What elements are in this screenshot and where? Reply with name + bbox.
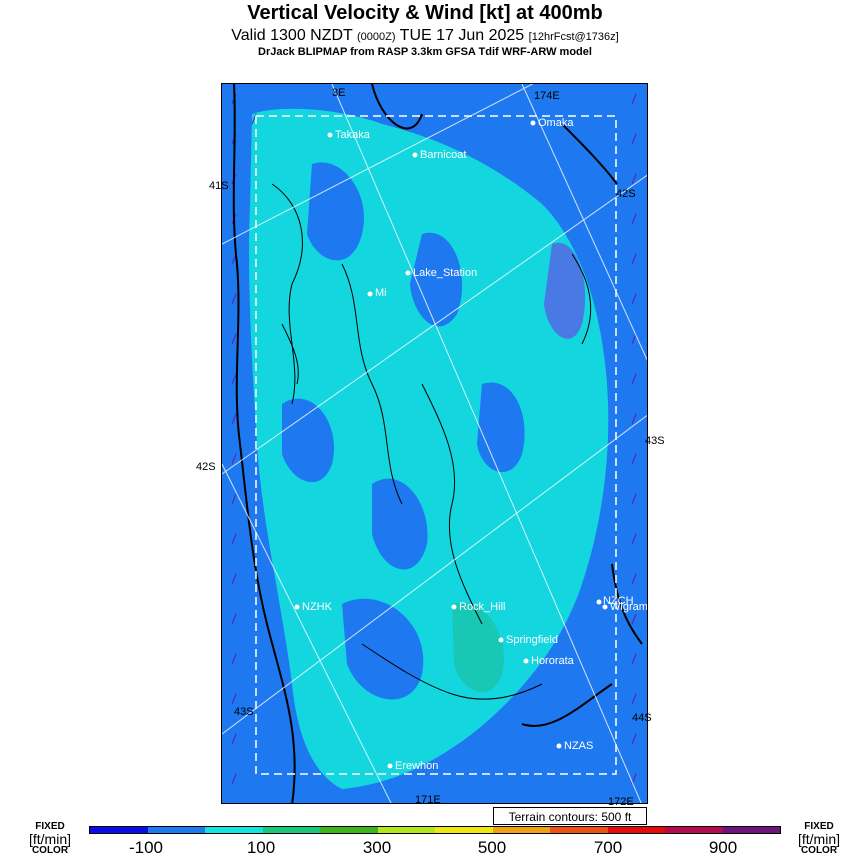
colorbar-segment <box>90 827 148 833</box>
blotch <box>372 478 428 570</box>
lon-label: 172E <box>608 796 634 808</box>
colorbar-tick: -100 <box>128 838 164 857</box>
fixed-label-left: FIXED [ft/min] COLOR <box>10 822 90 856</box>
color-text: COLOR <box>31 845 69 856</box>
terrain-contour-note: Terrain contours: 500 ft <box>493 807 647 825</box>
place-label: Hororata <box>531 655 574 667</box>
coastline <box>232 84 643 803</box>
colorbar-segment <box>205 827 263 833</box>
place-label: Erewhon <box>395 760 439 772</box>
blotch <box>410 232 463 327</box>
place-label: NZCH <box>603 595 634 607</box>
place-label: Lake_Station <box>413 267 478 279</box>
place-label: Takaka <box>335 129 370 141</box>
colorbar-tick: 700 <box>593 838 623 857</box>
colorbar-tick: 900 <box>708 838 738 857</box>
lon-label: 174E <box>534 90 560 102</box>
fixed-text: FIXED <box>804 822 834 832</box>
units-text: [ft/min] <box>797 831 840 847</box>
chart-title: Vertical Velocity & Wind [kt] at 400mb <box>247 2 603 24</box>
colorbar-segment <box>607 827 665 833</box>
lon-label: 171E <box>415 794 441 804</box>
lon-label: 3E <box>332 87 346 99</box>
valid-date: TUE 17 Jun 2025 <box>399 27 525 44</box>
lat-label: 43S <box>234 706 254 718</box>
graticule <box>222 84 647 803</box>
colorbar-segment <box>377 827 435 833</box>
colorbar-segment <box>550 827 608 833</box>
lat-label: 43S <box>645 435 665 447</box>
colorbar-tick: 300 <box>362 838 392 857</box>
colorbar-tick: 500 <box>477 838 507 857</box>
color-text: COLOR <box>800 845 838 856</box>
colorbar-segment <box>665 827 723 833</box>
place-label: Mi <box>375 287 387 299</box>
blotch-teal <box>452 602 504 693</box>
forecast-tag: [12hrFcst@1736z] <box>528 31 619 43</box>
fixed-label-right: FIXED [ft/min] COLOR <box>790 822 848 856</box>
land-area-cyan <box>249 108 609 789</box>
blotch-violet <box>544 242 586 339</box>
place-label: Barnicoat <box>420 149 467 161</box>
place-label: Omaka <box>538 117 574 129</box>
valid-time: Valid 1300 NZDT (0000Z) TUE 17 Jun 2025 … <box>0 27 850 45</box>
fixed-text: FIXED <box>35 821 65 832</box>
blotch <box>282 398 334 483</box>
place-label: Rock_Hill <box>459 601 506 613</box>
map-canvas <box>222 84 647 803</box>
colorbar-segment <box>492 827 550 833</box>
colorbar-segment <box>320 827 378 833</box>
place-label: NZAS <box>564 740 594 752</box>
blotch <box>307 162 364 261</box>
colorbar-segment <box>262 827 320 833</box>
place-label: Wigram <box>610 601 648 613</box>
lat-label: 41S <box>209 180 229 192</box>
units-text: [ft/min] <box>28 831 71 847</box>
lat-label: 42S <box>616 188 636 200</box>
colorbar-tick: 100 <box>246 838 276 857</box>
valid-label: Valid 1300 NZDT <box>231 27 353 44</box>
place-dots <box>294 120 608 769</box>
lat-label: 42S <box>196 461 216 473</box>
colorbar-segment <box>147 827 205 833</box>
model-line: DrJack BLIPMAP from RASP 3.3km GFSA Tdif… <box>258 46 592 58</box>
colorbar-segment <box>722 827 780 833</box>
inner-domain-box <box>255 115 617 775</box>
blotch <box>342 598 424 700</box>
lat-label: 44S <box>632 712 652 724</box>
colorbar-segment <box>435 827 493 833</box>
color-bar <box>89 826 781 834</box>
zulu-time: (0000Z) <box>356 31 396 43</box>
place-label: Springfield <box>506 634 558 646</box>
velocity-map: Takaka Omaka Barnicoat Lake_Station Mi N… <box>221 83 648 804</box>
place-label: NZHK <box>302 601 332 613</box>
